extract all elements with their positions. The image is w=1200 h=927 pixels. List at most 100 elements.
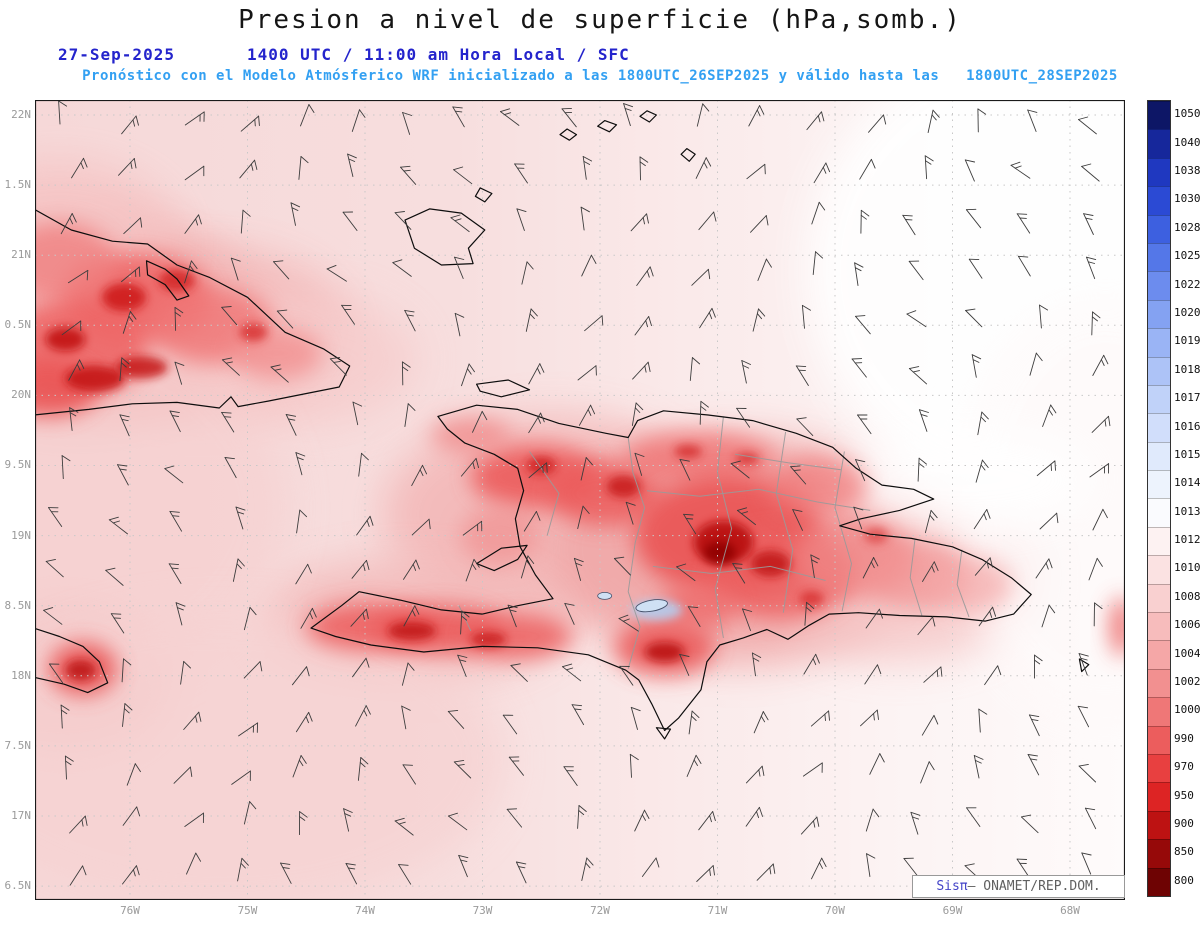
- lake-azuei: [597, 591, 613, 600]
- attribution-box: Sisπ– ONAMET/REP.DOM.: [912, 875, 1125, 898]
- island-turks-caicos: [680, 148, 696, 162]
- colorbar-segment: [1148, 612, 1170, 641]
- attribution-brand: Sisπ: [936, 879, 968, 894]
- colorbar-segment: [1148, 214, 1170, 243]
- lat-label: 17N: [11, 808, 31, 822]
- colorbar-segment: [1148, 498, 1170, 527]
- colorbar-segment: [1148, 697, 1170, 726]
- colorbar-segment: [1148, 328, 1170, 357]
- island-turks-caicos: [597, 120, 618, 133]
- coastline-jamaica: [35, 627, 109, 694]
- island-beata: [655, 727, 672, 740]
- island-turks-caicos: [639, 110, 657, 123]
- colorbar-segment: [1148, 101, 1170, 130]
- colorbar-segment: [1148, 129, 1170, 158]
- colorbar-segment: [1148, 640, 1170, 669]
- colorbar-segment: [1148, 725, 1170, 754]
- colorbar-value: 970: [1174, 760, 1194, 774]
- colorbar-value: 1025: [1174, 249, 1200, 263]
- colorbar-segment: [1148, 555, 1170, 584]
- lon-label: 74W: [355, 904, 375, 917]
- colorbar-value: 1016: [1174, 419, 1200, 433]
- island-great-inagua: [404, 208, 486, 266]
- lat-label: 8.5N: [4, 598, 32, 612]
- colorbar-segment: [1148, 242, 1170, 272]
- colorbar-value: 1012: [1174, 533, 1200, 547]
- lat-label: 9.5N: [4, 458, 32, 472]
- colorbar-value: 1030: [1174, 192, 1200, 206]
- colorbar-segment: [1148, 470, 1170, 499]
- wind-barbs: [43, 100, 1111, 886]
- lon-label: 73W: [472, 904, 493, 917]
- colorbar-segment: [1148, 839, 1170, 868]
- island-gonave: [476, 544, 528, 572]
- colorbar-value: 900: [1174, 817, 1194, 831]
- lake-enriquillo: [635, 599, 668, 613]
- lon-label: 72W: [590, 904, 610, 917]
- lon-label: 75W: [237, 904, 258, 917]
- island-turks-caicos: [559, 128, 578, 141]
- colorbar-segment: [1148, 753, 1170, 783]
- lon-label: 70W: [825, 904, 845, 917]
- forecast-subtitle: Pronóstico con el Modelo Atmósferico WRF…: [82, 68, 1118, 84]
- colorbar-value: 1014: [1174, 476, 1200, 490]
- colorbar-value: 1040: [1174, 135, 1200, 149]
- colorbar-value: 1017: [1174, 391, 1200, 405]
- admin-boundaries: [458, 416, 970, 669]
- colorbar-segment: [1148, 356, 1170, 385]
- lat-label: 0.5N: [4, 318, 32, 332]
- colorbar-segment: [1148, 668, 1170, 698]
- lon-label: 76W: [120, 904, 140, 917]
- colorbar-value: 950: [1174, 788, 1194, 802]
- lat-label: 18N: [11, 668, 31, 682]
- colorbar-value: 1000: [1174, 703, 1200, 717]
- pressure-cores: [45, 269, 889, 681]
- colorbar-value: 1019: [1174, 334, 1200, 348]
- colorbar-value: 1004: [1174, 646, 1200, 660]
- lat-label: 6.5N: [4, 878, 32, 892]
- valid-time: 1400 UTC / 11:00 am Hora Local / SFC: [247, 45, 630, 64]
- colorbar-value: 990: [1174, 731, 1194, 745]
- colorbar-segment: [1148, 157, 1170, 187]
- island-tortue: [476, 379, 531, 398]
- island-mona: [1078, 658, 1090, 673]
- lat-label: 19N: [11, 528, 31, 542]
- coastlines: [35, 110, 1090, 740]
- colorbar-value: 1008: [1174, 589, 1200, 603]
- valid-date: 27-Sep-2025: [58, 45, 175, 64]
- attribution-text: – ONAMET/REP.DOM.: [967, 879, 1101, 894]
- colorbar-segment: [1148, 186, 1170, 215]
- colorbar-segment: [1148, 413, 1170, 442]
- coastline-hispaniola: [310, 404, 1032, 732]
- colorbar-segment: [1148, 583, 1170, 613]
- colorbar-value: 1022: [1174, 277, 1200, 291]
- lat-label: 1.5N: [4, 178, 32, 192]
- lon-label: 68W: [1060, 904, 1080, 917]
- colorbar-value: 1050: [1174, 107, 1200, 121]
- colorbar-segment: [1148, 782, 1170, 811]
- colorbar-value: 1015: [1174, 447, 1200, 461]
- lat-label: 20N: [11, 388, 31, 402]
- colorbar-scale: [1147, 100, 1171, 897]
- colorbar-segment: [1148, 810, 1170, 840]
- colorbar-value: 1006: [1174, 618, 1200, 632]
- coastline-cuba: [35, 208, 351, 416]
- lat-label: 7.5N: [4, 738, 32, 752]
- map-frame: [35, 100, 1125, 900]
- pressure-map-canvas: [35, 100, 1125, 900]
- page-title: Presion a nivel de superficie (hPa,somb.…: [238, 5, 962, 35]
- colorbar-segment: [1148, 526, 1170, 556]
- lakes: [597, 591, 668, 613]
- lon-label: 69W: [942, 904, 963, 917]
- lat-label: 22N: [11, 108, 31, 121]
- colorbar-value: 1038: [1174, 163, 1200, 177]
- colorbar-value: 1002: [1174, 675, 1200, 689]
- colorbar-value: 1028: [1174, 220, 1200, 234]
- colorbar-value: 1013: [1174, 504, 1200, 518]
- colorbar-segment: [1148, 867, 1170, 896]
- bahia-de-nipe: [145, 260, 190, 301]
- island-little-inagua: [474, 187, 493, 203]
- colorbar-segment: [1148, 299, 1170, 329]
- lat-label: 21N: [11, 248, 31, 262]
